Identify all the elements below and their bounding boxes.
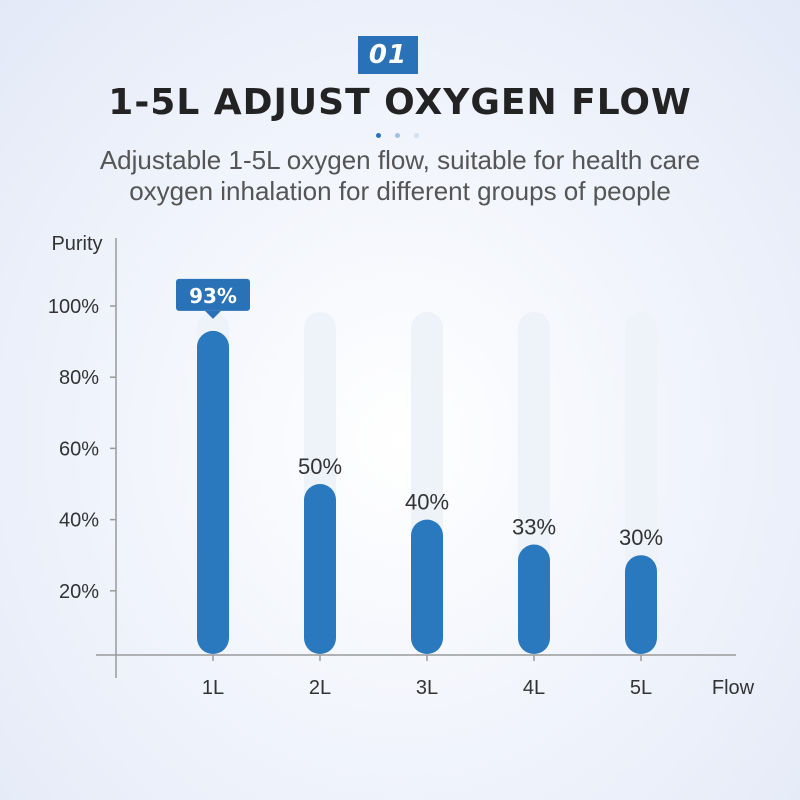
y-tick-label: 20% [59,581,99,603]
y-tick-label: 100% [48,296,99,318]
divider-dot [395,133,400,138]
data-label: 40% [405,490,449,515]
bar [304,484,336,654]
subtitle-line-2: oxygen inhalation for different groups o… [129,176,671,206]
bar [625,555,657,654]
callout-pointer [205,310,221,319]
y-tick-label: 40% [59,510,99,532]
y-tick-label: 80% [59,367,99,389]
subtitle-line-1: Adjustable 1-5L oxygen flow, suitable fo… [99,145,701,175]
x-axis-title: Flow [712,677,755,699]
y-tick-label: 60% [59,438,99,460]
page-title: 1-5L ADJUST OXYGEN FLOW [108,82,692,123]
data-label: 30% [619,525,663,550]
data-label-callout: 93% [176,278,250,319]
bar [197,330,229,654]
title-divider-dots [376,133,424,139]
bar [518,544,550,654]
divider-dot [376,133,381,138]
section-number-badge: 01 [358,36,418,74]
x-tick-label: 4L [523,677,545,699]
x-tick-label: 2L [309,677,331,699]
callout-box [176,278,250,311]
x-tick-label: 1L [202,677,224,699]
subtitle: Adjustable 1-5L oxygen flow, suitable fo… [0,145,800,207]
y-axis-title: Purity [51,233,102,255]
data-label: 93% [189,284,237,308]
x-tick-label: 5L [630,677,652,699]
data-label: 50% [298,454,342,479]
divider-dot [414,133,419,138]
data-label: 33% [512,515,556,540]
bar [411,519,443,654]
x-tick-label: 3L [416,677,438,699]
